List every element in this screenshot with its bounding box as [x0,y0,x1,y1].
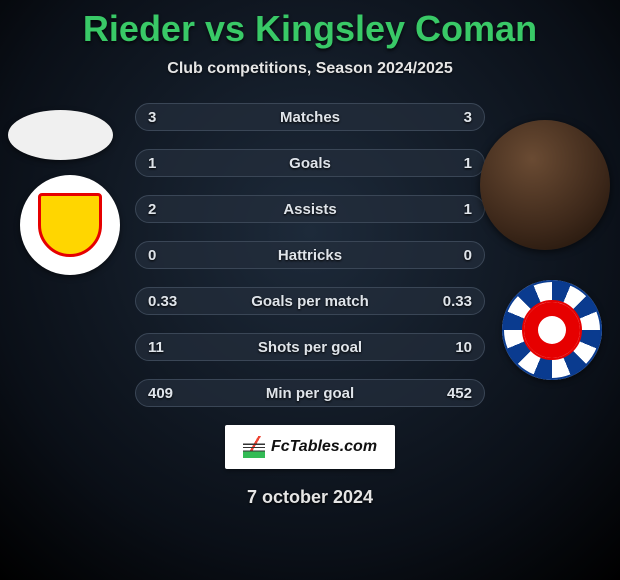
stat-label: Goals [198,155,422,172]
player-left-block [8,110,113,170]
stat-left-value: 0 [148,247,198,264]
stat-row: 0.33 Goals per match 0.33 [135,287,485,315]
stat-row: 1 Goals 1 [135,149,485,177]
club-right-badge [502,280,602,380]
player-right-block [500,120,605,180]
player-left-headshot [8,110,113,160]
stat-row: 3 Matches 3 [135,103,485,131]
stat-left-value: 3 [148,109,198,126]
stat-right-value: 452 [422,385,472,402]
club-left-badge [20,175,120,275]
chart-icon [243,436,265,458]
stat-row: 409 Min per goal 452 [135,379,485,407]
stat-label: Min per goal [198,385,422,402]
main-title: Rieder vs Kingsley Coman [0,0,620,50]
player-right-headshot [480,120,610,250]
source-logo: FcTables.com [225,425,395,469]
stat-row: 0 Hattricks 0 [135,241,485,269]
stats-table: 3 Matches 3 1 Goals 1 2 Assists 1 0 Hatt… [135,103,485,407]
stat-left-value: 409 [148,385,198,402]
source-name: FcTables.com [271,438,377,456]
stat-right-value: 0.33 [422,293,472,310]
stat-left-value: 0.33 [148,293,198,310]
stat-right-value: 1 [422,155,472,172]
stat-label: Shots per goal [198,339,422,356]
date-label: 7 october 2024 [0,487,620,508]
stat-right-value: 3 [422,109,472,126]
stat-left-value: 1 [148,155,198,172]
stat-label: Assists [198,201,422,218]
stat-left-value: 11 [148,339,198,356]
subtitle: Club competitions, Season 2024/2025 [0,60,620,78]
stat-right-value: 10 [422,339,472,356]
stat-right-value: 0 [422,247,472,264]
stat-label: Matches [198,109,422,126]
stat-label: Goals per match [198,293,422,310]
stat-right-value: 1 [422,201,472,218]
stat-label: Hattricks [198,247,422,264]
stat-left-value: 2 [148,201,198,218]
stat-row: 2 Assists 1 [135,195,485,223]
stat-row: 11 Shots per goal 10 [135,333,485,361]
